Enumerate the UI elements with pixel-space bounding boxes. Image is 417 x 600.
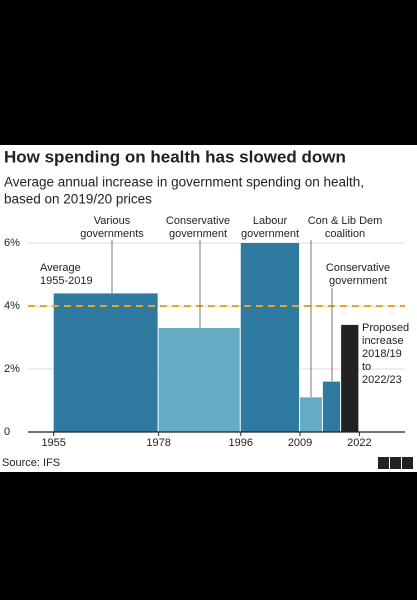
x-tick-label: 2009 bbox=[288, 437, 312, 449]
x-tick-label: 1996 bbox=[229, 437, 253, 449]
annotation: Conservative bbox=[326, 262, 390, 274]
annotation: Proposed bbox=[362, 322, 409, 334]
y-tick-label: 2% bbox=[4, 363, 20, 375]
logo-box bbox=[378, 457, 389, 469]
x-tick-label: 1978 bbox=[146, 437, 170, 449]
logo-letter: C bbox=[404, 457, 412, 469]
annotation: Conservative bbox=[166, 215, 230, 227]
subtitle: Average annual increase in government sp… bbox=[4, 175, 364, 190]
annotation: 2022/23 bbox=[362, 374, 402, 386]
bar bbox=[322, 381, 341, 432]
average-label: 1955-2019 bbox=[40, 275, 93, 287]
y-tick-label: 4% bbox=[4, 300, 20, 312]
annotation: to bbox=[362, 361, 371, 373]
annotation: increase bbox=[362, 335, 404, 347]
annotation: 2018/19 bbox=[362, 348, 402, 360]
logo-letter: B bbox=[380, 457, 388, 469]
source: Source: IFS bbox=[2, 457, 60, 469]
bar bbox=[240, 243, 300, 432]
bar bbox=[53, 293, 158, 432]
logo-box bbox=[390, 457, 401, 469]
y-tick-label: 0 bbox=[4, 426, 10, 438]
annotation: Various bbox=[94, 215, 131, 227]
y-tick-label: 6% bbox=[4, 237, 20, 249]
bar bbox=[341, 324, 359, 432]
average-label: Average bbox=[40, 262, 81, 274]
annotation: Labour bbox=[253, 215, 288, 227]
annotation: Con & Lib Dem bbox=[308, 215, 383, 227]
bar bbox=[158, 328, 240, 432]
chart-title: How spending on health has slowed down bbox=[4, 147, 346, 166]
annotation: governments bbox=[80, 228, 144, 240]
annotation: government bbox=[329, 275, 387, 287]
bar bbox=[300, 397, 322, 432]
x-tick-label: 2022 bbox=[347, 437, 371, 449]
annotation: government bbox=[169, 228, 227, 240]
annotation: coalition bbox=[325, 228, 365, 240]
annotation: government bbox=[241, 228, 299, 240]
x-tick-label: 1955 bbox=[41, 437, 65, 449]
logo-box bbox=[402, 457, 413, 469]
subtitle: based on 2019/20 prices bbox=[4, 192, 152, 207]
logo-letter: B bbox=[392, 457, 400, 469]
